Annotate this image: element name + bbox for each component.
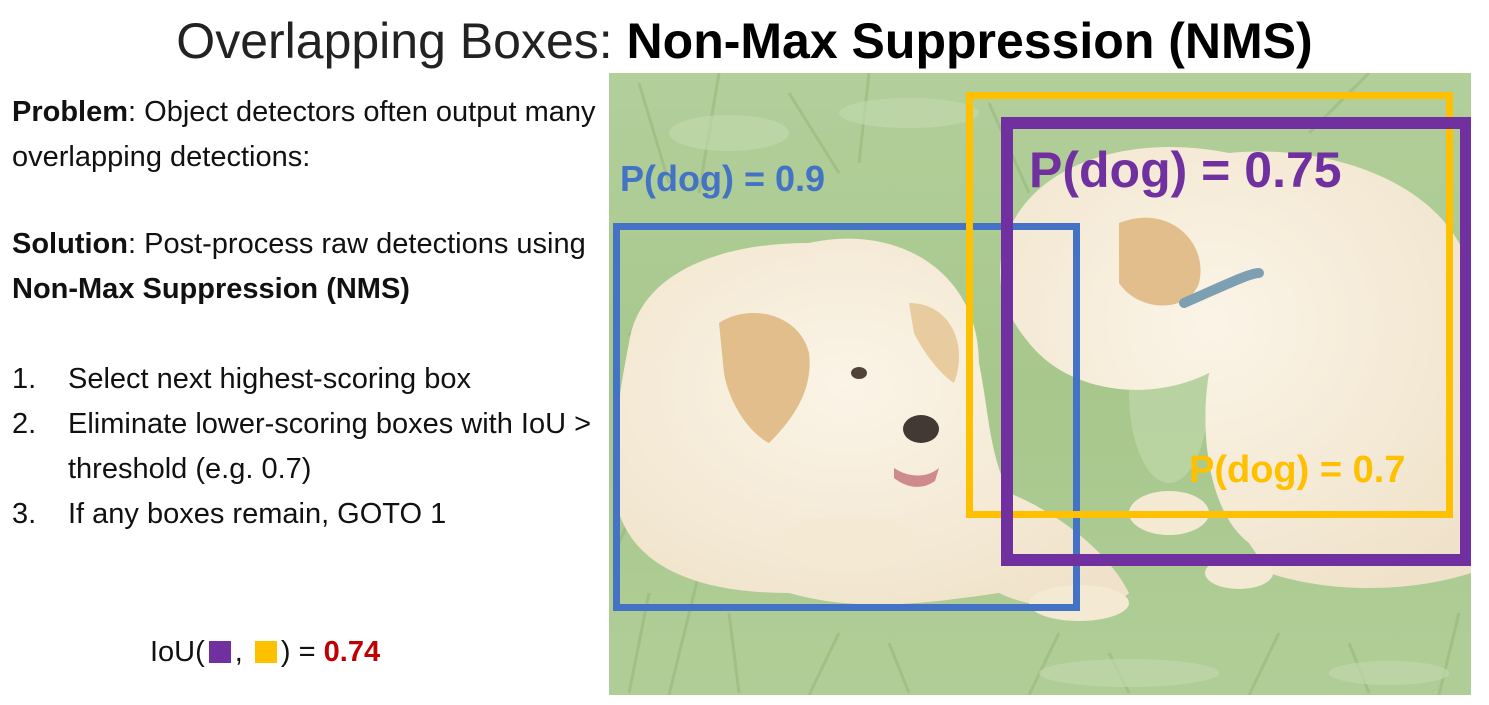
iou-prefix: IoU(	[150, 636, 205, 668]
problem-paragraph: Problem: Object detectors often output m…	[12, 90, 597, 180]
solution-label: Solution	[12, 228, 128, 260]
blue-detection-label: P(dog) = 0.9	[620, 158, 826, 199]
iou-value: 0.74	[323, 636, 381, 668]
purple-detection-label: P(dog) = 0.75	[1029, 142, 1342, 198]
step-text: Select next highest-scoring box	[68, 363, 471, 395]
left-text-panel: Problem: Object detectors often output m…	[12, 90, 597, 537]
step-number: 2.	[12, 408, 37, 440]
purple-square-icon	[208, 641, 231, 663]
yellow-square-icon	[254, 641, 277, 663]
problem-text: : Object detectors often output many ove…	[12, 96, 596, 173]
solution-text: : Post-process raw detections using	[127, 228, 586, 260]
list-item: 2. Eliminate lower-scoring boxes with IoU…	[12, 402, 597, 492]
yellow-detection-label: P(dog) = 0.7	[1189, 449, 1406, 491]
title-bold: Non-Max Suppression (NMS)	[626, 13, 1313, 69]
photo-illustration	[609, 73, 1471, 695]
iou-equation: IoU(, ) = 0.74	[150, 630, 380, 675]
problem-label: Problem	[12, 96, 129, 128]
blue-detection-box	[613, 223, 1080, 611]
iou-suffix: ) =	[280, 636, 324, 668]
yellow-detection-box	[966, 92, 1453, 518]
solution-paragraph: Solution: Post-process raw detections us…	[12, 222, 597, 312]
list-item: 1. Select next highest-scoring box	[12, 357, 597, 402]
iou-separator: ,	[234, 636, 243, 668]
nms-steps-list: 1. Select next highest-scoring box 2. Elim…	[12, 357, 597, 537]
step-number: 3.	[12, 498, 37, 530]
slide-title: Overlapping Boxes: Non-Max Suppression (…	[0, 6, 1489, 76]
step-number: 1.	[12, 363, 37, 395]
solution-emphasis: Non-Max Suppression (NMS)	[12, 273, 410, 305]
puppies-photo: P(dog) = 0.9 P(dog) = 0.75 P(dog) = 0.7	[609, 73, 1471, 695]
purple-detection-box	[1001, 117, 1471, 566]
step-text: If any boxes remain, GOTO 1	[68, 498, 447, 530]
step-text: Eliminate lower-scoring boxes with IoU >…	[68, 408, 592, 485]
list-item: 3. If any boxes remain, GOTO 1	[12, 492, 597, 537]
title-light: Overlapping Boxes:	[176, 13, 627, 69]
